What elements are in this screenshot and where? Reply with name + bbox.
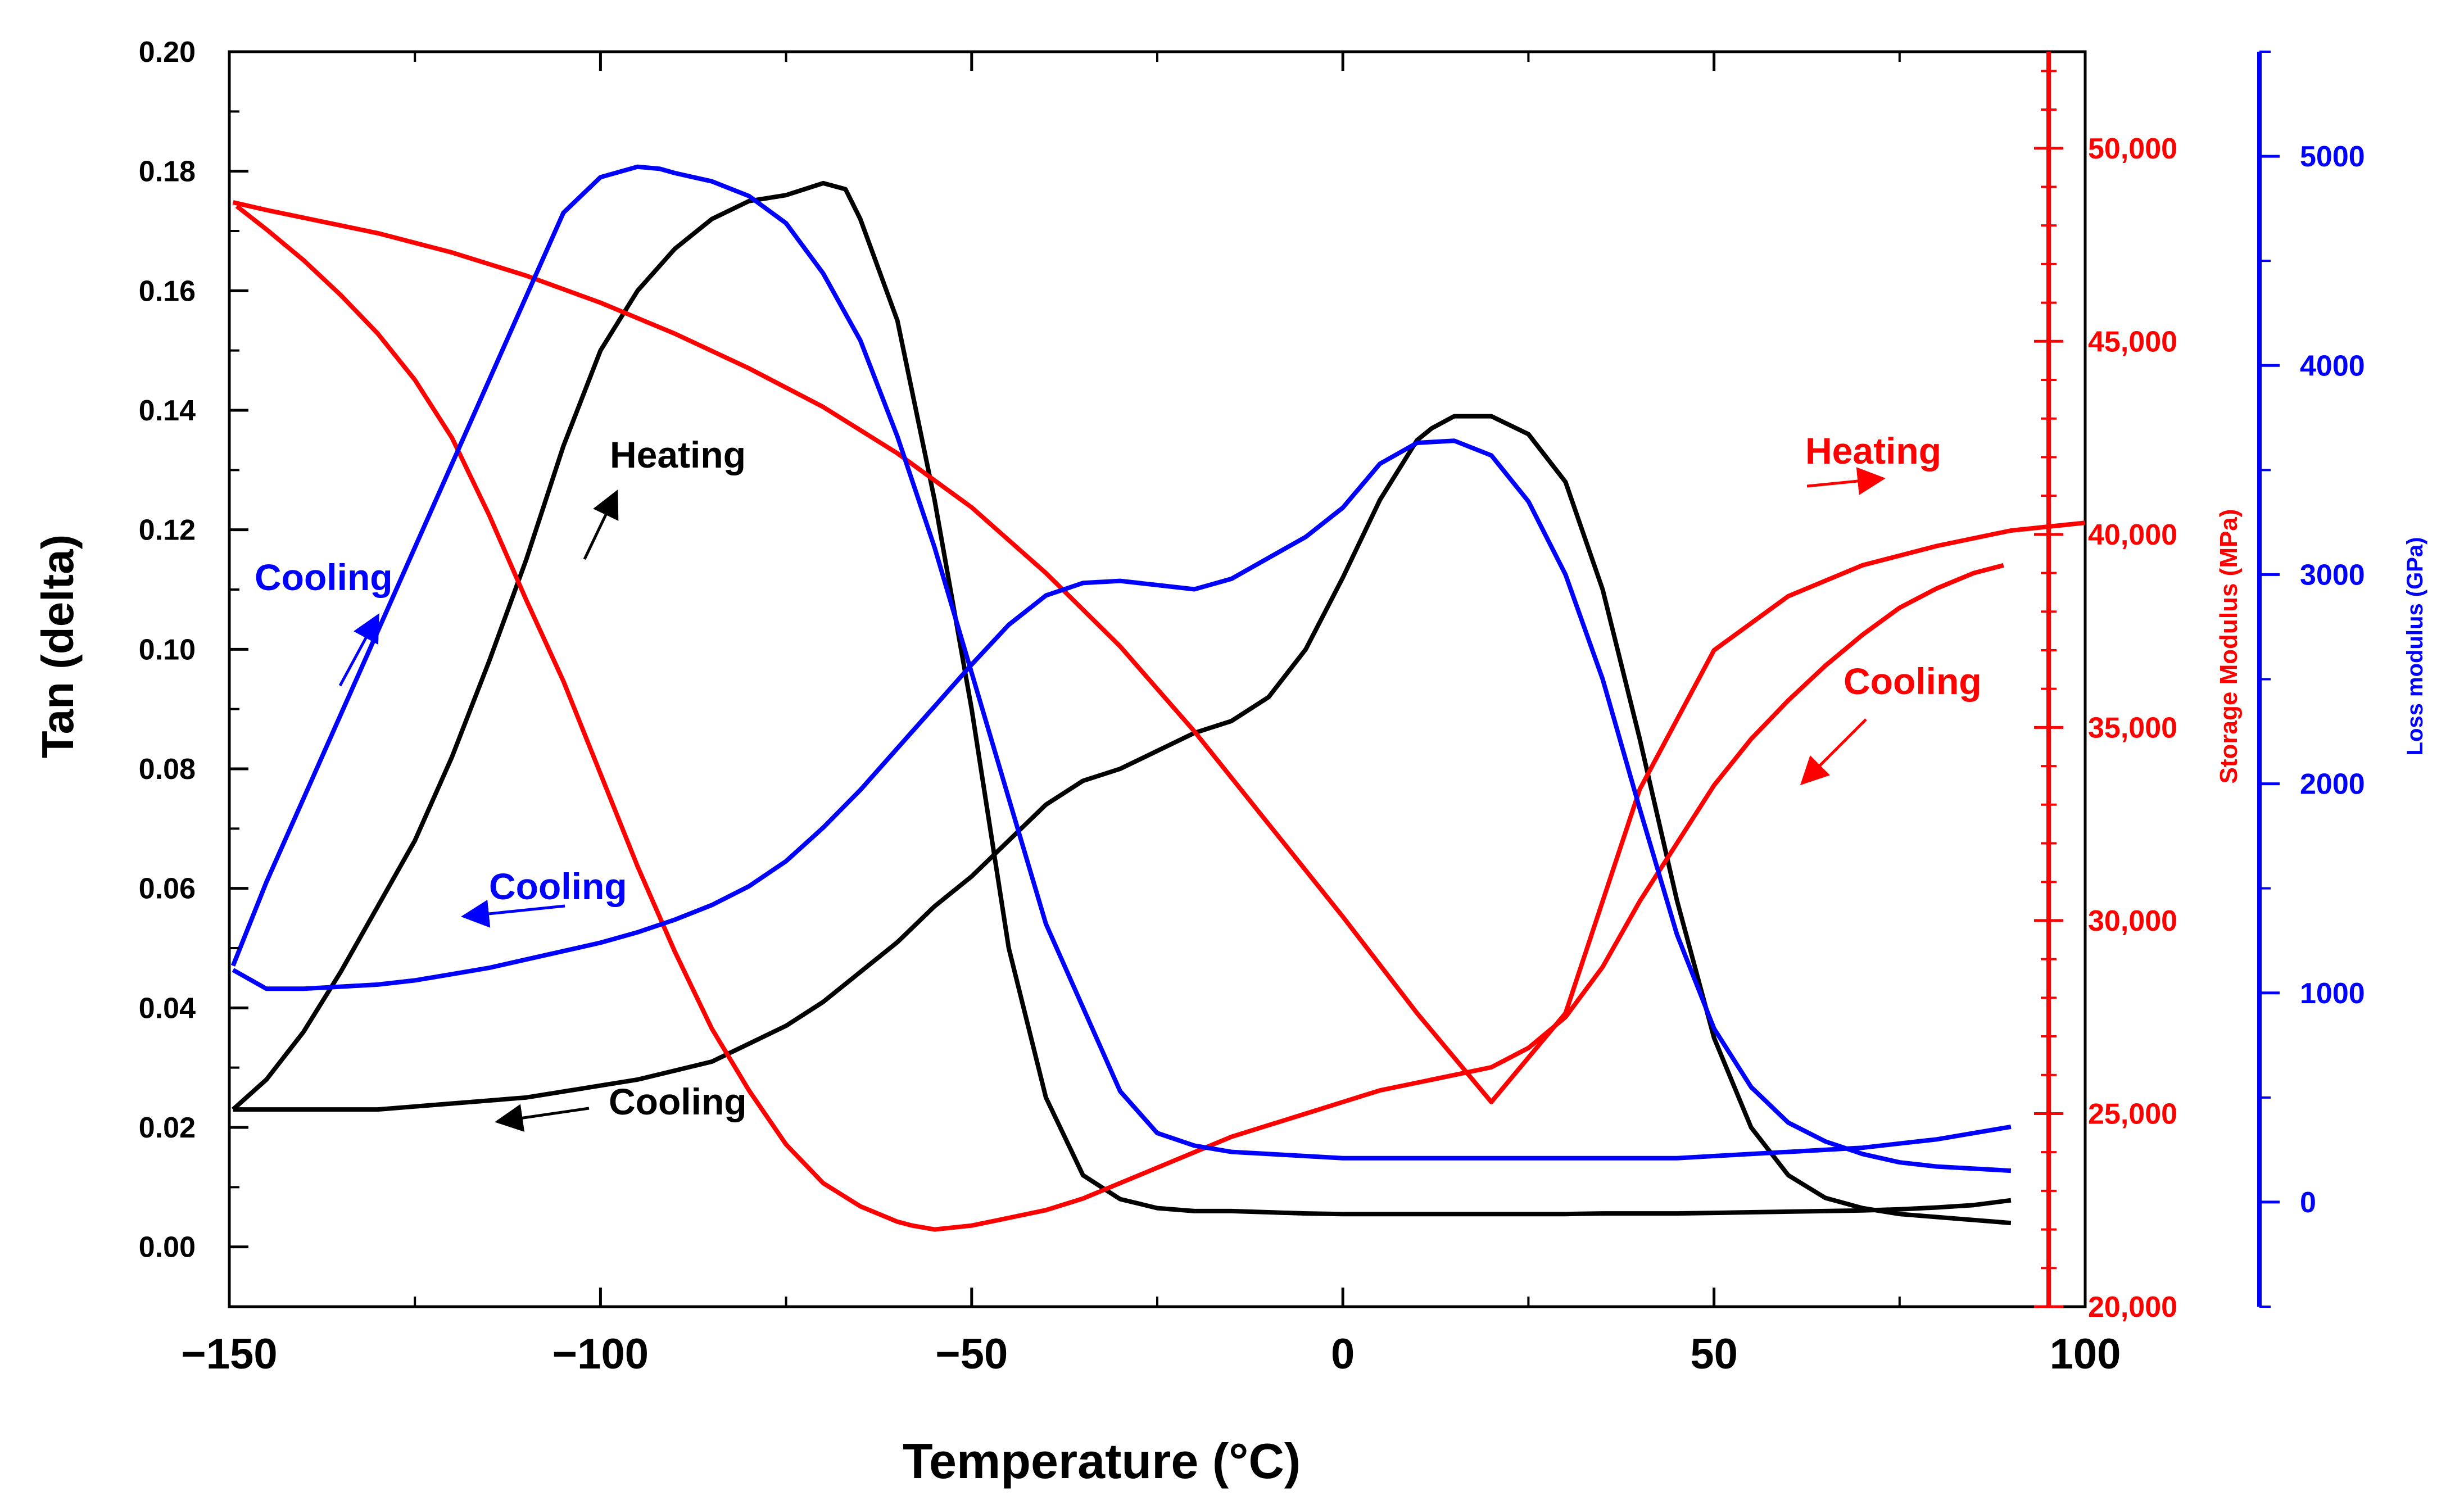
x-axis-title: Temperature (°C) bbox=[903, 1433, 1301, 1489]
y-left-tick-label: 0.08 bbox=[139, 753, 196, 786]
plot-frame bbox=[228, 50, 2087, 1308]
loss-modulus-tick-label: 5000 bbox=[2300, 141, 2365, 173]
x-tick-label: 50 bbox=[1690, 1330, 1738, 1378]
series-line-2 bbox=[232, 200, 2086, 1104]
storage-modulus-tick-label: 25,000 bbox=[2088, 1098, 2177, 1130]
annotation-arrow bbox=[1800, 718, 1867, 786]
x-tick-label: 0 bbox=[1331, 1330, 1355, 1378]
storage-modulus-tick-label: 40,000 bbox=[2088, 519, 2177, 551]
y-left-tick-label: 0.14 bbox=[139, 395, 196, 427]
y-left-tick-label: 0.02 bbox=[139, 1112, 196, 1144]
loss-modulus-tick-label: 1000 bbox=[2300, 977, 2365, 1010]
annotation-heating-red: Heating bbox=[1805, 430, 1941, 472]
storage-modulus-tick-label: 50,000 bbox=[2088, 133, 2177, 165]
plot-area-border bbox=[228, 50, 2087, 1308]
x-tick-label: −150 bbox=[181, 1330, 277, 1378]
x-tick-label: 100 bbox=[2050, 1330, 2121, 1378]
y-left-tick-label: 0.06 bbox=[139, 873, 196, 905]
y-left-tick-label: 0.04 bbox=[139, 992, 196, 1025]
storage-modulus-tick-label: 20,000 bbox=[2088, 1291, 2177, 1324]
storage-modulus-tick-label: 45,000 bbox=[2088, 325, 2177, 358]
x-tick-label: −50 bbox=[935, 1330, 1008, 1378]
loss-modulus-tick-label: 4000 bbox=[2300, 350, 2365, 382]
y-left-tick-label: 0.00 bbox=[139, 1231, 196, 1264]
y-left-tick-label: 0.12 bbox=[139, 514, 196, 547]
annotation-arrow bbox=[583, 489, 619, 560]
storage-modulus-tick-label: 30,000 bbox=[2088, 905, 2177, 937]
annotation-arrow bbox=[1806, 467, 1886, 495]
loss-modulus-tick-label: 2000 bbox=[2300, 768, 2365, 801]
annotation-arrow bbox=[495, 1104, 590, 1132]
series-layer bbox=[230, 164, 2086, 1232]
series-line-4 bbox=[230, 164, 2012, 1161]
loss-modulus-tick-label: 3000 bbox=[2300, 559, 2365, 591]
loss-modulus-tick-label: 0 bbox=[2300, 1186, 2316, 1219]
series-line-5 bbox=[232, 438, 2012, 1173]
annotation-cooling-blue-2: Cooling bbox=[489, 865, 627, 907]
annotation-heating-black: Heating bbox=[610, 434, 746, 475]
annotation-arrow bbox=[338, 613, 379, 687]
storage-modulus-tick-label: 35,000 bbox=[2088, 712, 2177, 744]
y-left-tick-label: 0.16 bbox=[139, 275, 196, 307]
series-line-0 bbox=[231, 180, 2012, 1217]
y-left-tick-label: 0.20 bbox=[139, 36, 196, 69]
x-tick-label: −100 bbox=[552, 1330, 649, 1378]
annotation-cooling-blue-1: Cooling bbox=[255, 556, 393, 598]
annotation-cooling-black: Cooling bbox=[609, 1081, 747, 1122]
annotation-layer: Heating Cooling Cooling Cooling Heating … bbox=[255, 430, 1982, 1132]
loss-modulus-axis-title: Loss modulus (GPa) bbox=[2403, 537, 2427, 756]
axes-layer: −150 −100 −50 0 50 100 0.00 0.02 0.04 0.06 0.08 0.1… bbox=[139, 36, 2365, 1378]
annotation-cooling-red: Cooling bbox=[1844, 660, 1982, 702]
y-left-axis-title: Tan (delta) bbox=[33, 534, 83, 759]
series-line-3 bbox=[235, 204, 2004, 1232]
y-left-tick-label: 0.10 bbox=[139, 633, 196, 666]
storage-modulus-axis-title: Storage Modulus (MPa) bbox=[2215, 509, 2243, 784]
annotation-arrow bbox=[461, 900, 565, 928]
y-left-tick-label: 0.18 bbox=[139, 156, 196, 188]
